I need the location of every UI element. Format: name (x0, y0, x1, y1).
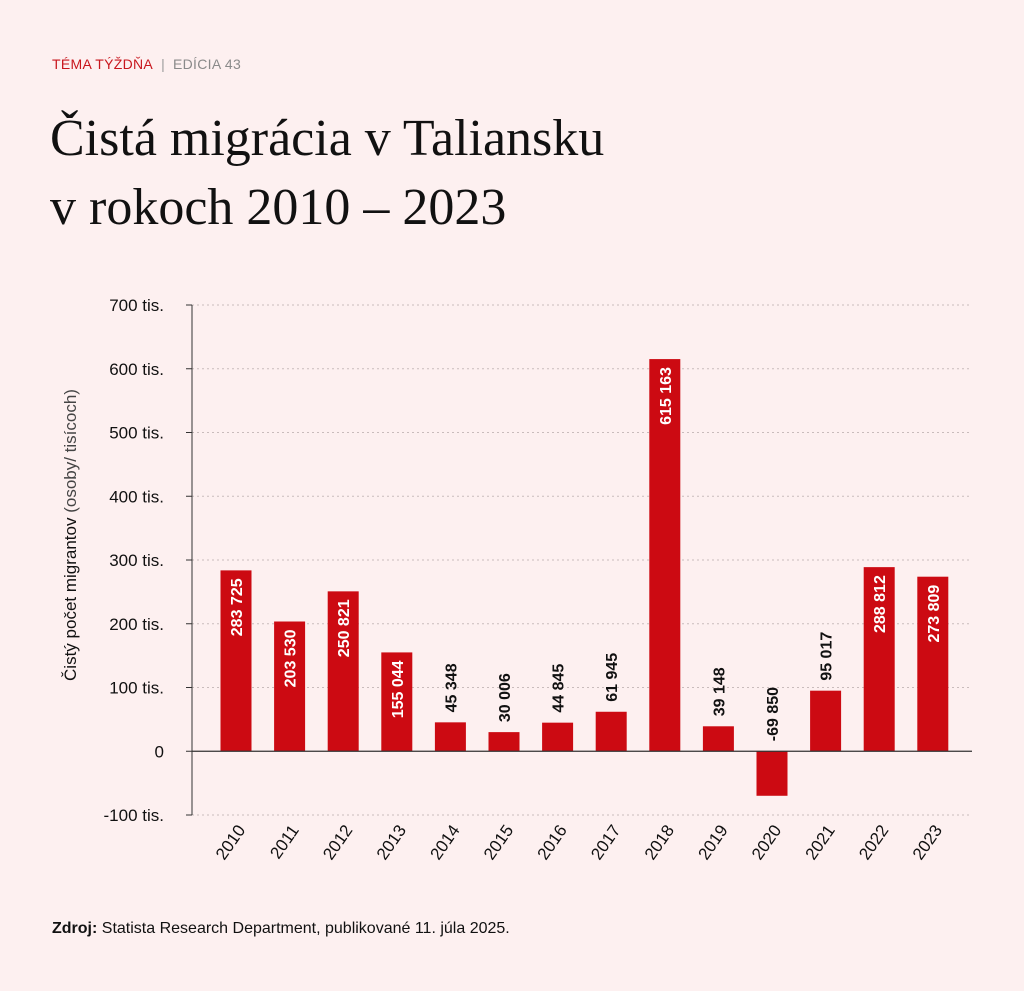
x-tick-label-2020: 2020 (748, 821, 785, 863)
x-tick-label-2023: 2023 (909, 821, 946, 863)
y-axis-label: Čistý počet migrantov (osoby/ tisícoch) (61, 389, 80, 681)
axes (191, 305, 972, 815)
y-axis-ticks: 700 tis. 600 tis. 500 tis. 400 tis. 300 tis.… (104, 296, 192, 825)
title-line-2: v rokoch 2010 – 2023 (50, 179, 507, 236)
value-label-2015: 30 006 (497, 673, 514, 722)
value-label-2016: 44 845 (551, 664, 568, 713)
source-text: Statista Research Department, publikovan… (101, 920, 510, 937)
value-label-2021: 95 017 (819, 632, 836, 681)
bar-2016 (542, 722, 574, 752)
source-note: Zdroj: Statista Research Department, pub… (52, 920, 510, 938)
y-axis-label-unit: (osoby/ tisícoch) (61, 389, 80, 513)
value-label-2020: -69 850 (765, 687, 782, 741)
y-tick-label: 500 tis. (109, 424, 164, 443)
bar-2014 (434, 722, 466, 752)
value-labels: 283 725 203 530 250 821 155 044 45 348 30 006… (229, 367, 943, 741)
y-axis-label-main: Čistý počet migrantov (61, 517, 80, 681)
bars (220, 359, 949, 796)
bar-2021 (810, 690, 842, 752)
bar-2020 (756, 751, 788, 796)
page-title: Čistá migrácia v Taliansku v rokoch 2010… (50, 104, 950, 242)
value-label-2018: 615 163 (658, 367, 675, 425)
value-label-2023: 273 809 (926, 585, 943, 643)
bar-2018 (649, 359, 681, 752)
value-label-2012: 250 821 (336, 599, 353, 657)
edition-label: EDÍCIA 43 (173, 56, 242, 72)
value-label-2017: 61 945 (604, 653, 621, 702)
grid-lines (192, 304, 972, 816)
x-tick-label-2015: 2015 (480, 821, 517, 863)
header-kicker: TÉMA TÝŽDŇA | EDÍCIA 43 (52, 56, 241, 72)
y-tick-label: 200 tis. (109, 615, 164, 634)
value-label-2022: 288 812 (872, 575, 889, 633)
x-tick-label-2017: 2017 (587, 821, 624, 863)
bar-2017 (595, 711, 627, 752)
bar-2023 (917, 576, 949, 752)
x-tick-label-2022: 2022 (855, 821, 892, 863)
y-tick-label: 400 tis. (109, 487, 164, 506)
x-tick-label-2014: 2014 (426, 821, 463, 863)
y-tick-label: 300 tis. (109, 551, 164, 570)
y-tick-label: 0 (155, 742, 164, 761)
value-label-2014: 45 348 (443, 663, 460, 712)
bar-2012 (327, 591, 359, 752)
x-tick-label-2011: 2011 (266, 821, 303, 862)
source-label: Zdroj: (52, 920, 98, 937)
bar-chart: 700 tis. 600 tis. 500 tis. 400 tis. 300 tis.… (61, 296, 972, 863)
bar-2011 (274, 621, 306, 752)
x-tick-label-2016: 2016 (534, 821, 571, 863)
value-label-2013: 155 044 (390, 660, 407, 718)
value-label-2010: 283 725 (229, 578, 246, 636)
bar-2010 (220, 570, 252, 752)
x-tick-label-2013: 2013 (373, 821, 410, 863)
bar-2022 (863, 567, 895, 752)
header-separator: | (161, 56, 165, 72)
y-tick-label: -100 tis. (104, 806, 164, 825)
x-tick-label-2010: 2010 (212, 821, 249, 863)
x-tick-label-2021: 2021 (802, 821, 839, 863)
y-tick-label: 100 tis. (109, 679, 164, 698)
x-tick-label-2019: 2019 (694, 821, 731, 863)
bar-2015 (488, 732, 520, 752)
x-tick-label-2012: 2012 (319, 821, 356, 863)
value-label-2011: 203 530 (283, 629, 300, 687)
y-tick-label: 600 tis. (109, 360, 164, 379)
value-label-2019: 39 148 (711, 667, 728, 716)
title-line-1: Čistá migrácia v Taliansku (50, 110, 605, 167)
topic-label: TÉMA TÝŽDŇA (52, 56, 154, 72)
x-tick-label-2018: 2018 (641, 821, 678, 863)
x-axis-ticks: 2010 2011 2012 2013 2014 2015 2016 2017 2018 2019… (212, 821, 946, 863)
bar-2013 (381, 652, 413, 752)
bar-2019 (702, 726, 734, 752)
y-tick-label: 700 tis. (109, 296, 164, 315)
